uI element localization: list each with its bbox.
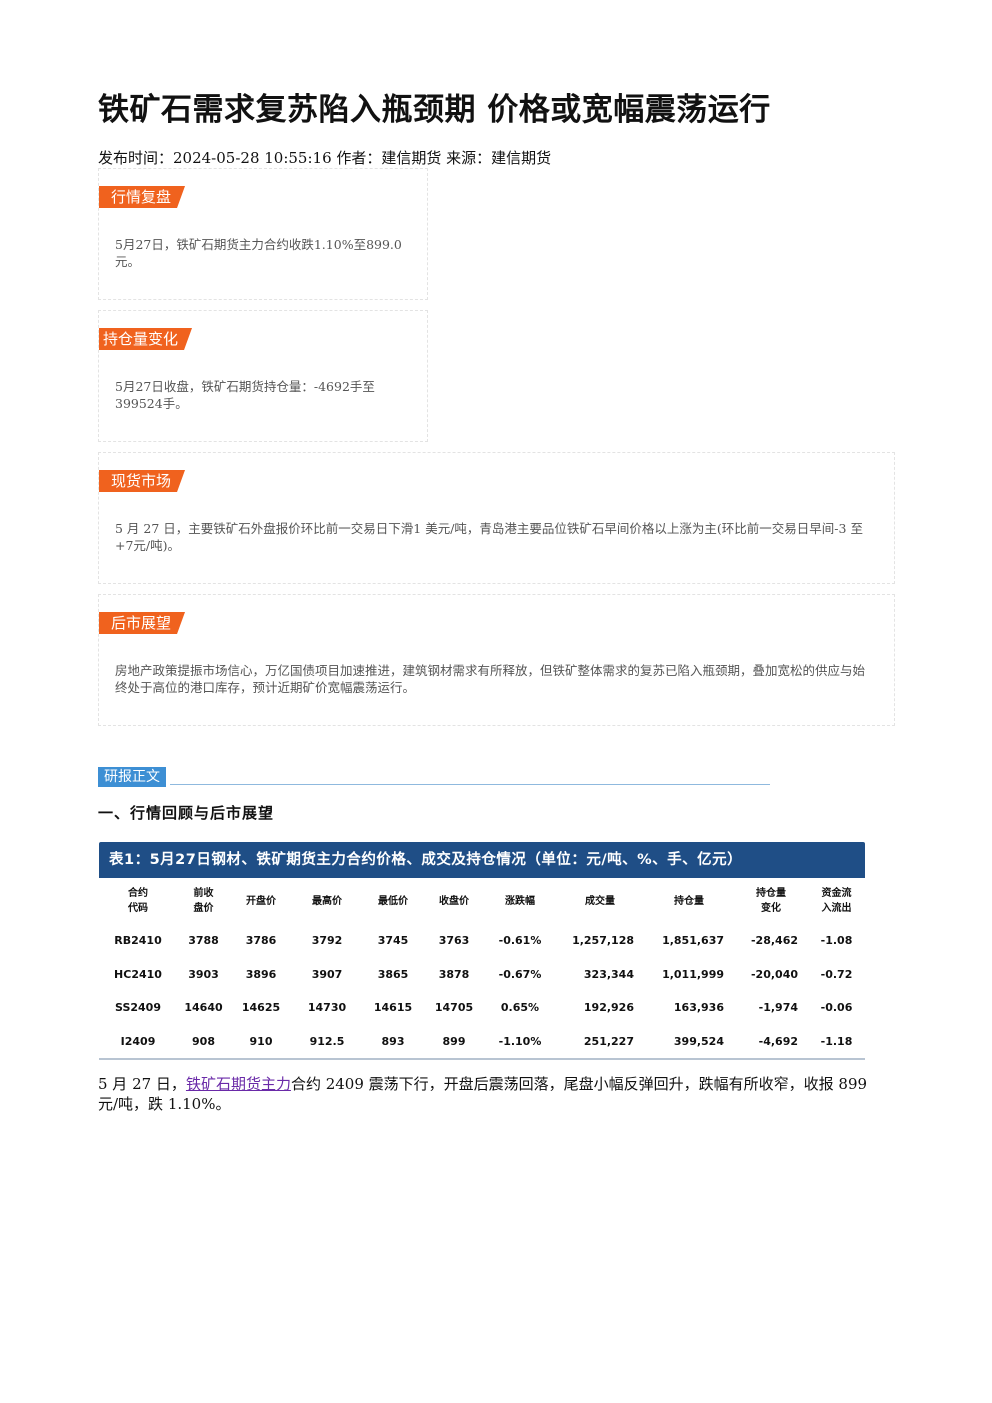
table-cell: 3896	[245, 967, 277, 981]
table-cell: 3903	[188, 967, 219, 981]
table-cell: 251,227	[556, 1024, 644, 1060]
table-cell: -20,040	[750, 967, 798, 981]
table-cell: -1,974	[758, 1001, 798, 1015]
table-cell: 3907	[311, 967, 343, 981]
table-header-cell: 涨跌幅	[505, 895, 535, 907]
table-header-cell: 合约 代码	[128, 888, 148, 914]
table-header-cell: 前收 盘价	[193, 888, 214, 914]
panel-tag: 行情复盘	[99, 186, 185, 208]
iron-ore-futures-link[interactable]: 铁矿石期货主力	[185, 1075, 291, 1093]
table-cell: 399,524	[644, 1024, 734, 1060]
table-header-cell: 资金流 入流出	[821, 888, 852, 914]
table-cell: 899	[424, 1024, 484, 1060]
table-header-cell: 成交量	[585, 895, 615, 907]
table-cell: 14640	[184, 1001, 223, 1015]
table-cell: 893	[362, 1024, 424, 1060]
table-cell: 1,851,637	[662, 934, 724, 948]
table-cell: -1.08	[820, 934, 853, 948]
body-text-start: 5 月 27 日，	[98, 1075, 186, 1093]
table-cell: 1,011,999	[662, 967, 724, 981]
table-cell: 323,344	[583, 967, 634, 981]
body-text-rest: 合约 2409 震荡下行，开盘后震荡回落，尾盘小幅反弹回升，跌幅有所收窄，收报 …	[98, 1075, 868, 1113]
report-body-tag: 研报正文	[98, 767, 166, 787]
panel-text: 5月27日，铁矿石期货主力合约收跌1.10%至899.0元。	[115, 237, 402, 269]
table-cell: -0.67%	[498, 967, 542, 981]
table-cell: -28,462	[750, 934, 798, 948]
table-cell: -1.10%	[484, 1024, 556, 1060]
table-cell: 3865	[377, 967, 409, 981]
article-title: 铁矿石需求复苏陷入瓶颈期 价格或宽幅震荡运行	[98, 92, 771, 128]
table-cell: 14625	[241, 1001, 281, 1015]
table-header-row: 合约 代码 前收 盘价 开盘价 最高价 最低价 收盘价 涨跌幅 成交量 持仓量 持仓量 变化 资金流 入流出	[99, 878, 865, 924]
table-cell: -0.61%	[498, 934, 542, 948]
table-cell: 912.5	[292, 1024, 362, 1060]
table-cell: 14615	[373, 1001, 413, 1015]
table-row: SS2409 14640 14625 14730 14615 14705 0.65% 192,…	[99, 991, 865, 1025]
panel-text: 5 月 27 日，主要铁矿石外盘报价环比前一交易日下滑1 美元/吨，青岛港主要品…	[115, 521, 863, 553]
table-cell: 163,936	[673, 1001, 724, 1015]
panel-tag: 后市展望	[99, 612, 185, 634]
table-header-cell: 持仓量	[674, 895, 704, 907]
table-row: RB2410 3788 3786 3792 3745 3763 -0.61% 1,257,12…	[99, 924, 865, 958]
table-cell: RB2410	[114, 934, 162, 948]
table-cell: -0.06	[820, 1001, 853, 1015]
panel-tag: 持仓量变化	[99, 328, 192, 350]
table-header-cell: 最高价	[312, 895, 342, 907]
report-divider	[170, 784, 770, 785]
table-cell: 14730	[307, 1001, 347, 1015]
table-cell: 908	[177, 1024, 230, 1060]
body-paragraph: 5 月 27 日，铁矿石期货主力合约 2409 震荡下行，开盘后震荡回落，尾盘小…	[98, 1074, 874, 1114]
table-row: HC2410 3903 3896 3907 3865 3878 -0.67% 323,344 1…	[99, 958, 865, 992]
article-meta: 发布时间：2024-05-28 10:55:16 作者：建信期货 来源：建信期货	[98, 149, 552, 167]
table-cell: -4,692	[734, 1024, 808, 1060]
table-caption: 表1：5月27日钢材、铁矿期货主力合约价格、成交及持仓情况（单位：元/吨、%、手…	[99, 842, 865, 878]
table-cell: -1.18	[808, 1024, 865, 1060]
panel-outlook: 后市展望 房地产政策提振市场信心，万亿国债项目加速推进，建筑钢材需求有所释放，但…	[98, 594, 895, 726]
table-cell: 3745	[377, 934, 409, 948]
futures-table: 表1：5月27日钢材、铁矿期货主力合约价格、成交及持仓情况（单位：元/吨、%、手…	[99, 842, 865, 1060]
table-body: RB2410 3788 3786 3792 3745 3763 -0.61% 1,257,12…	[99, 924, 865, 1060]
table-cell: HC2410	[114, 967, 162, 981]
table-cell: 3786	[245, 934, 277, 948]
table-cell: 3792	[311, 934, 343, 948]
panel-market-review: 行情复盘 5月27日，铁矿石期货主力合约收跌1.10%至899.0元。	[98, 168, 428, 300]
panel-tag: 现货市场	[99, 470, 185, 492]
table-header-cell: 开盘价	[246, 895, 276, 907]
panel-text: 5月27日收盘，铁矿石期货持仓量：-4692手至399524手。	[115, 379, 375, 411]
table-cell: I2409	[99, 1024, 177, 1060]
table-cell: SS2409	[115, 1001, 161, 1015]
table-cell: 14705	[434, 1001, 474, 1015]
table-cell: -0.72	[820, 967, 853, 981]
table-header-cell: 持仓量 变化	[756, 888, 786, 914]
table-row: I2409 908 910 912.5 893 899 -1.10% 251,227 399,5…	[99, 1024, 865, 1060]
table-header-cell: 最低价	[378, 895, 408, 907]
table-cell: 3763	[438, 934, 470, 948]
table-cell: 1,257,128	[572, 934, 634, 948]
table-header-cell: 收盘价	[439, 895, 469, 907]
quotes-table: 合约 代码 前收 盘价 开盘价 最高价 最低价 收盘价 涨跌幅 成交量 持仓量 持仓量 变化 资金流 入流出…	[99, 878, 865, 1060]
table-cell: 3878	[438, 967, 470, 981]
panel-text: 房地产政策提振市场信心，万亿国债项目加速推进，建筑钢材需求有所释放，但铁矿整体需…	[115, 663, 866, 695]
section-heading: 一、行情回顾与后市展望	[98, 804, 275, 822]
table-cell: 0.65%	[500, 1001, 540, 1015]
panel-open-interest: 持仓量变化 5月27日收盘，铁矿石期货持仓量：-4692手至399524手。	[98, 310, 428, 442]
table-cell: 192,926	[583, 1001, 634, 1015]
panel-spot-market: 现货市场 5 月 27 日，主要铁矿石外盘报价环比前一交易日下滑1 美元/吨，青…	[98, 452, 895, 584]
table-cell: 910	[230, 1024, 292, 1060]
table-cell: 3788	[188, 934, 219, 948]
